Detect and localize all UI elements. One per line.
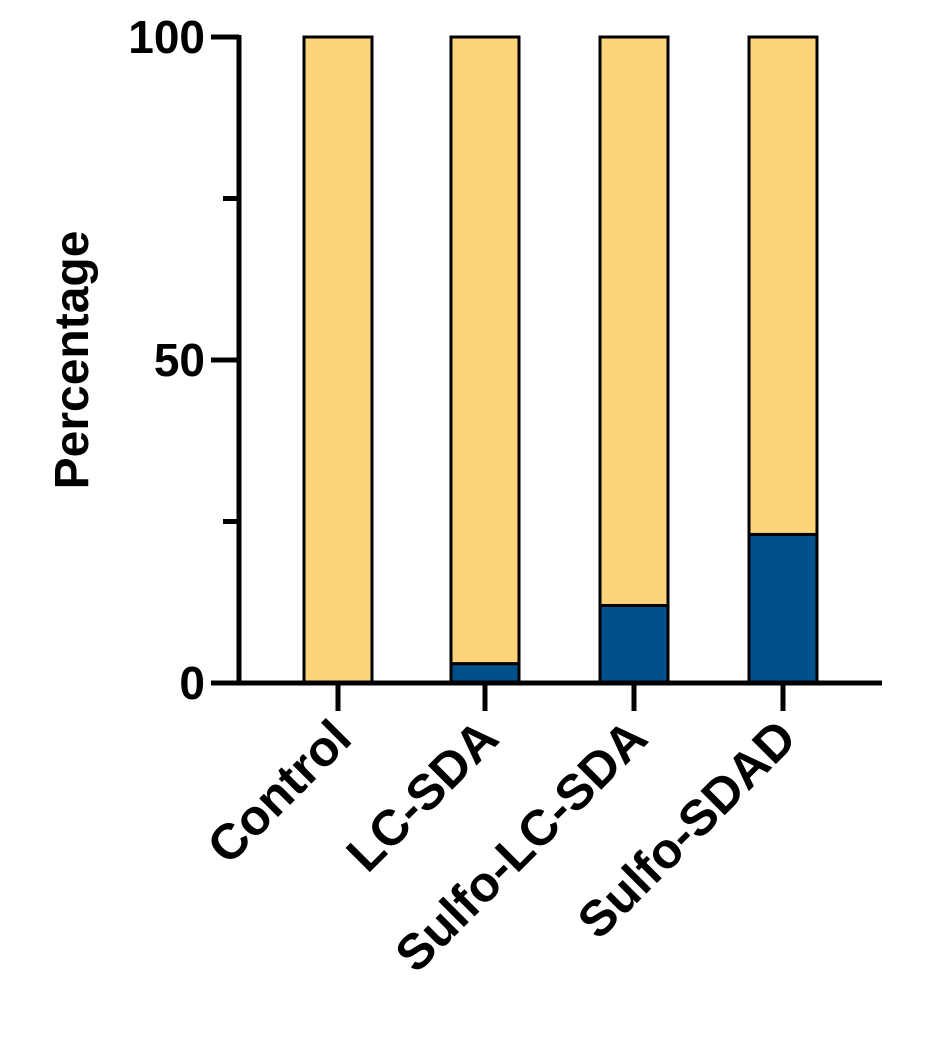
y-axis-label: Percentage [46,231,99,490]
bar-upper-lc-sda [449,35,521,666]
bar-upper-sulfo-lc-sda [598,35,670,607]
bars-layer [302,35,819,685]
y-tick-label-50: 50 [154,334,205,386]
labels-layer: Percentage 050100ControlLC-SDASulfo-LC-S… [46,11,807,982]
x-tick-label-sulfo-lc-sda: Sulfo-LC-SDA [384,709,657,982]
bar-lower-sulfo-sdad [747,532,819,685]
y-tick-label-100: 100 [128,11,205,63]
x-tick-label-control: Control [197,709,362,874]
bar-upper-sulfo-sdad [747,35,819,536]
bar-upper-control [302,35,374,685]
bar-lower-sulfo-lc-sda [598,603,670,685]
bar-lower-lc-sda [449,662,521,685]
y-tick-label-0: 0 [179,657,205,709]
axes-layer [211,34,882,711]
